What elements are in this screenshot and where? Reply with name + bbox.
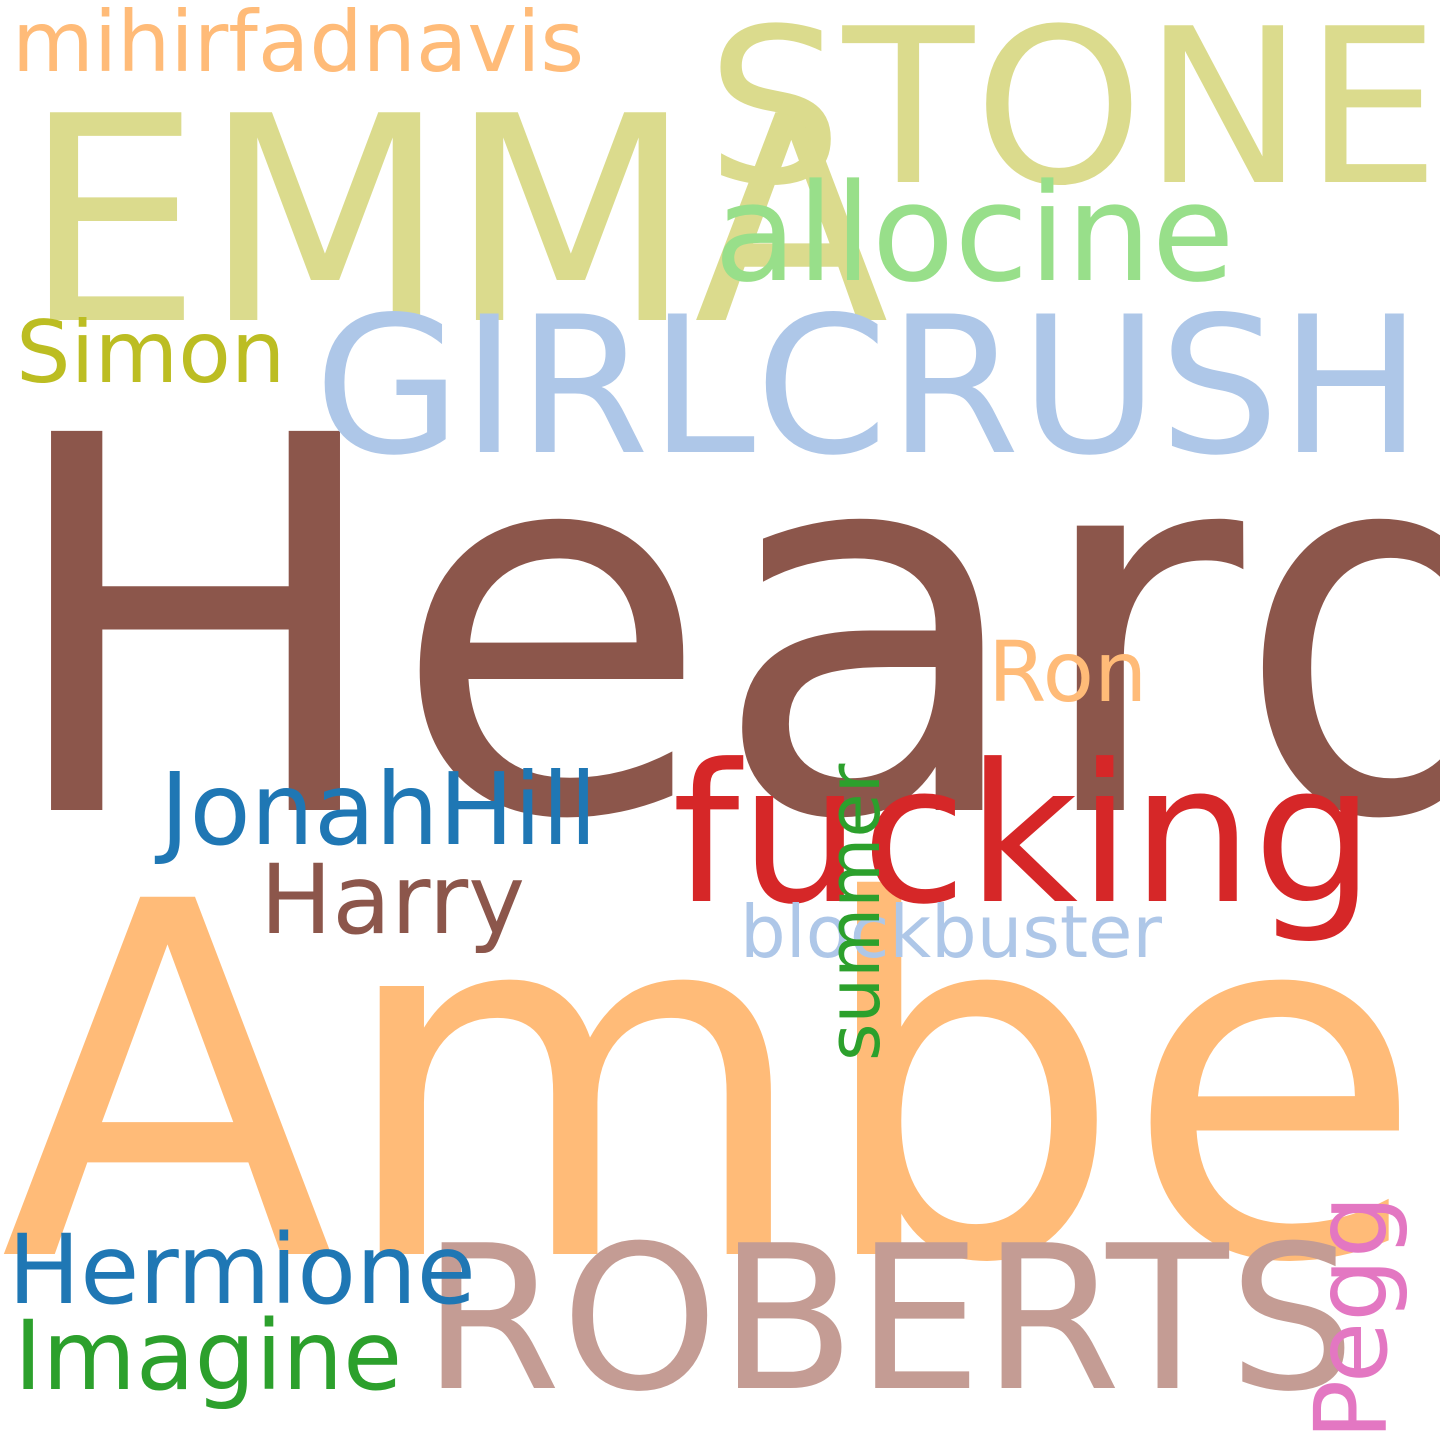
word-fucking: fucking — [672, 724, 1375, 947]
word-blockbuster: blockbuster — [740, 890, 1163, 974]
word-mihirfadnavis: mihirfadnavis — [12, 0, 585, 91]
word-allocine: allocine — [714, 155, 1235, 312]
word-girlcrush: GIRLCRUSH — [314, 276, 1423, 497]
word-stone: STONE — [706, 0, 1440, 233]
word-roberts: ROBERTS — [422, 1203, 1356, 1436]
word-harry: Harry — [260, 844, 526, 956]
word-heard: Heard — [0, 327, 1440, 933]
word-summer: summer — [812, 764, 896, 1062]
word-ron: Ron — [988, 623, 1148, 721]
word-hermione: Hermione — [8, 1214, 476, 1326]
word-simon: Simon — [16, 303, 286, 403]
word-jonahhill: JonahHill — [160, 751, 598, 868]
word-imagine: Imagine — [14, 1300, 403, 1412]
word-emma: EMMA — [22, 56, 889, 388]
word-amber: Amber — [0, 799, 1440, 1370]
word-pegg: Pegg — [1293, 1194, 1410, 1440]
